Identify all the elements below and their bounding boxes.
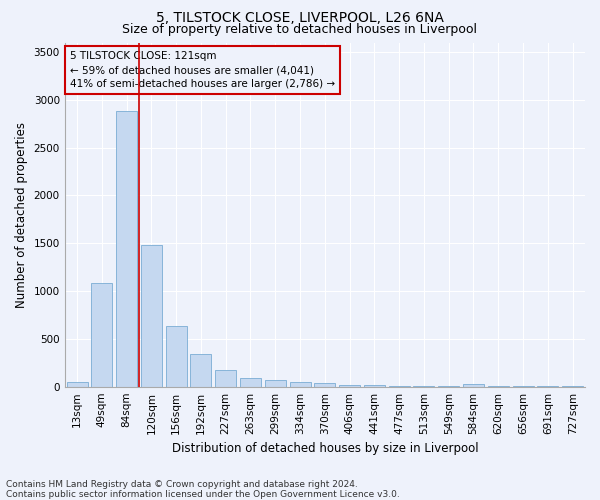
Bar — [91, 284, 112, 387]
Text: 5 TILSTOCK CLOSE: 121sqm
← 59% of detached houses are smaller (4,041)
41% of sem: 5 TILSTOCK CLOSE: 121sqm ← 59% of detach… — [70, 51, 335, 89]
Bar — [116, 112, 137, 386]
Text: Contains HM Land Registry data © Crown copyright and database right 2024.
Contai: Contains HM Land Registry data © Crown c… — [6, 480, 400, 499]
Bar — [166, 326, 187, 386]
Bar — [240, 378, 261, 386]
Y-axis label: Number of detached properties: Number of detached properties — [15, 122, 28, 308]
X-axis label: Distribution of detached houses by size in Liverpool: Distribution of detached houses by size … — [172, 442, 478, 455]
Text: Size of property relative to detached houses in Liverpool: Size of property relative to detached ho… — [122, 22, 478, 36]
Bar — [463, 384, 484, 386]
Bar — [67, 382, 88, 386]
Bar — [265, 380, 286, 386]
Bar — [141, 245, 162, 386]
Bar — [339, 385, 360, 386]
Bar — [290, 382, 311, 386]
Bar — [364, 385, 385, 386]
Text: 5, TILSTOCK CLOSE, LIVERPOOL, L26 6NA: 5, TILSTOCK CLOSE, LIVERPOOL, L26 6NA — [156, 11, 444, 25]
Bar — [215, 370, 236, 386]
Bar — [190, 354, 211, 386]
Bar — [314, 384, 335, 386]
